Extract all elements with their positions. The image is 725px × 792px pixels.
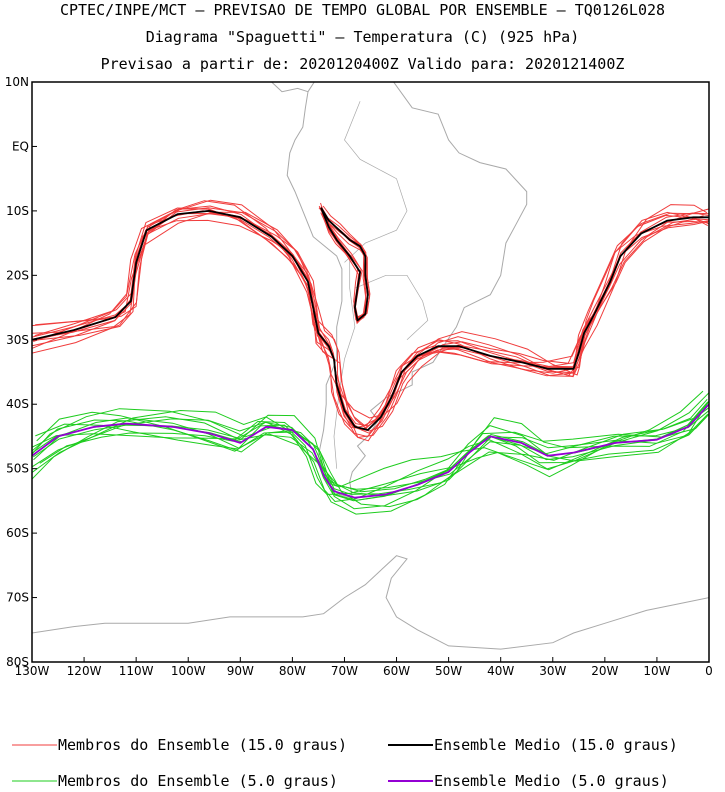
land-outline — [32, 82, 709, 650]
ensemble-member-5-line — [33, 400, 709, 501]
ensemble-member-15-line — [35, 200, 709, 426]
ensemble-member-15-line — [32, 204, 708, 419]
ensemble-member-15-line — [32, 207, 709, 438]
legend-label: Ensemble Medio (15.0 graus) — [434, 736, 678, 754]
y-tick-label: 30S — [6, 333, 29, 347]
ensemble-member-5-line — [35, 402, 709, 515]
x-tick-label: 30W — [539, 664, 566, 678]
ensemble-mean-15-line — [320, 207, 369, 322]
x-tick-label: 110W — [119, 664, 154, 678]
ensemble-members — [32, 199, 709, 515]
chart-title-line-3: Previsao a partir de: 2020120400Z Valido… — [100, 55, 625, 73]
legend-label: Ensemble Medio (5.0 graus) — [434, 772, 669, 790]
y-tick-label: 10S — [6, 204, 29, 218]
ensemble-member-5-line — [32, 407, 709, 488]
y-tick-label: 20S — [6, 268, 29, 282]
y-tick-label: 10N — [5, 75, 29, 89]
x-tick-label: 90W — [227, 664, 254, 678]
ensemble-mean-15-line — [32, 210, 709, 431]
y-tick-label: EQ — [12, 139, 29, 153]
ensemble-member-5-line — [32, 401, 709, 510]
ensemble-member-15-line — [32, 205, 708, 434]
ensemble-member-15-line — [32, 210, 709, 432]
y-tick-label: 60S — [6, 526, 29, 540]
ensemble-member-5-line — [32, 391, 709, 503]
chart-title-line-2: Diagrama "Spaguetti" — Temperatura (C) (… — [145, 28, 580, 46]
x-tick-label: 40W — [487, 664, 514, 678]
y-tick-label: 80S — [6, 655, 29, 669]
ensemble-member-5-line — [32, 413, 709, 497]
x-tick-label: 130W — [15, 664, 50, 678]
ensemble-member-5-line — [33, 409, 709, 490]
ensemble-member-5-line — [39, 413, 709, 493]
y-tick-label: 70S — [6, 591, 29, 605]
x-tick-label: 10W — [643, 664, 670, 678]
map-frame — [31, 81, 710, 663]
ensemble-member-15-line — [32, 208, 709, 442]
ensemble-member-15-line — [34, 207, 709, 430]
ensemble-member-15-line — [32, 212, 709, 427]
ensemble-member-5-line — [32, 398, 708, 495]
ensemble-mean-5-line — [32, 403, 709, 499]
x-tick-label: 80W — [279, 664, 306, 678]
ensemble-member-15-line — [33, 208, 709, 429]
ensemble-member-15-line — [32, 199, 709, 432]
chart-title-line-1: CPTEC/INPE/MCT — PREVISAO DE TEMPO GLOBA… — [59, 1, 666, 19]
x-tick-label: 0 — [705, 664, 713, 678]
x-tick-label: 60W — [383, 664, 410, 678]
x-tick-label: 20W — [591, 664, 618, 678]
ensemble-member-5-line — [32, 390, 704, 496]
legend-label: Membros do Ensemble (15.0 graus) — [58, 736, 347, 754]
ensemble-means — [32, 207, 709, 499]
y-tick-label: 40S — [6, 397, 29, 411]
legend: Membros do Ensemble (15.0 graus) Ensemble… — [12, 736, 678, 790]
y-tick-label: 50S — [6, 462, 29, 476]
x-tick-label: 120W — [67, 664, 102, 678]
legend-label: Membros do Ensemble (5.0 graus) — [58, 772, 338, 790]
ensemble-member-15-line — [32, 212, 704, 439]
x-tick-label: 70W — [331, 664, 358, 678]
x-tick-label: 100W — [171, 664, 206, 678]
ensemble-member-5-line — [32, 401, 709, 502]
axis-ticks: 130W 120W 110W 100W 90W 80W 70W 60W 50W 40W 30W 20W… — [5, 75, 713, 678]
x-tick-label: 50W — [435, 664, 462, 678]
